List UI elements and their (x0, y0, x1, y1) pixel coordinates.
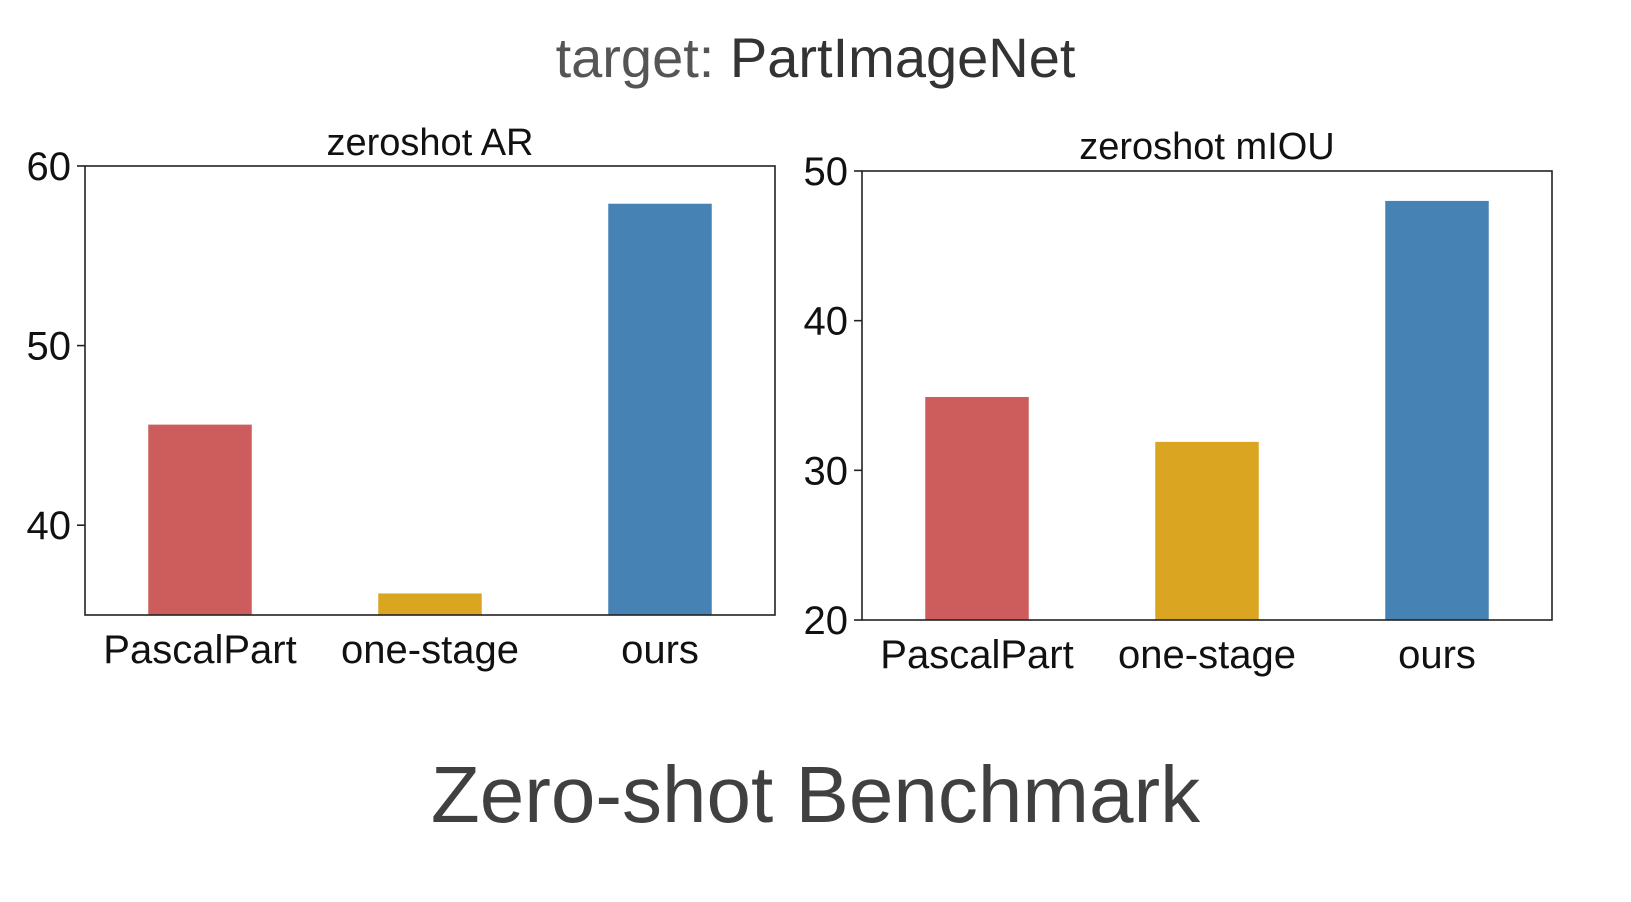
slide-header: target: PartImageNet (0, 22, 1631, 94)
bar-ours (1385, 200, 1489, 620)
chart-title: zeroshot mIOU (1079, 126, 1335, 168)
x-tick-label: ours (621, 628, 699, 672)
y-tick-label: 60 (27, 145, 72, 189)
x-tick-label: one-stage (341, 628, 519, 672)
y-tick-label: 50 (27, 325, 72, 369)
axes-frame (861, 170, 1553, 621)
y-tick-label: 20 (804, 599, 849, 643)
bar-one-stage (378, 593, 482, 615)
slide-footer-title: Zero-shot Benchmark (430, 750, 1201, 839)
zeroshot-miou-chart: zeroshot mIOU PascalPart one-stage ours 20 30… (804, 126, 1553, 677)
header-target-dataset: PartImageNet (729, 26, 1076, 89)
zeroshot-ar-chart: zeroshot AR PascalPart one-stage ours 40 50 60 (27, 122, 776, 672)
bar-pascalpart (148, 424, 252, 615)
y-tick-label: 50 (804, 150, 849, 194)
bar-ours (608, 203, 712, 615)
y-tick-label: 40 (804, 300, 849, 344)
y-tick-label: 30 (804, 449, 849, 493)
x-tick-label: one-stage (1118, 633, 1296, 677)
x-tick-label: ours (1398, 633, 1476, 677)
bar-pascalpart (925, 396, 1029, 620)
header-prefix: target: (555, 26, 730, 89)
chart-title: zeroshot AR (327, 122, 534, 164)
bar-one-stage (1155, 441, 1259, 620)
axes-frame (84, 165, 776, 616)
x-tick-label: PascalPart (103, 628, 296, 672)
y-tick-label: 40 (27, 504, 72, 548)
x-tick-label: PascalPart (880, 633, 1073, 677)
